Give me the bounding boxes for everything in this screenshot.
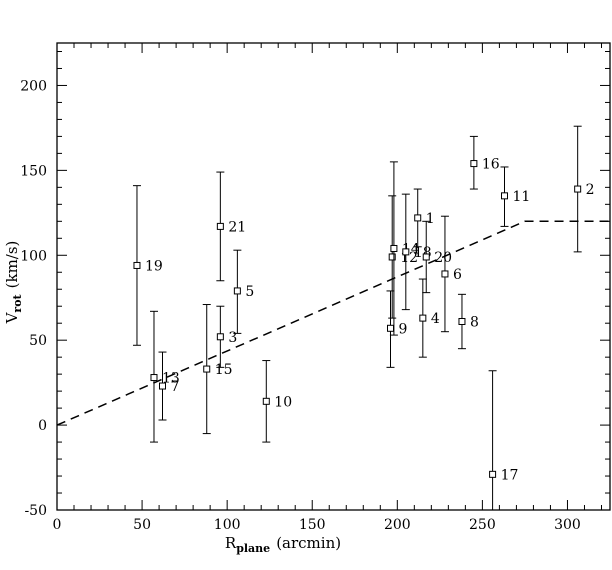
point-label: 8 bbox=[470, 315, 479, 331]
point-label: 6 bbox=[453, 267, 462, 283]
y-tick-label: 200 bbox=[20, 78, 47, 94]
point-label: 13 bbox=[162, 371, 180, 387]
data-point-9: 9 bbox=[386, 290, 408, 368]
plot-frame bbox=[56, 42, 611, 511]
x-tick-label: 150 bbox=[299, 517, 326, 533]
point-marker bbox=[203, 365, 211, 373]
point-label: 16 bbox=[482, 157, 500, 173]
y-tick-label: 100 bbox=[20, 248, 47, 264]
data-point-8: 8 bbox=[457, 293, 479, 350]
point-label: 2 bbox=[586, 182, 595, 198]
point-marker bbox=[422, 253, 430, 261]
point-marker bbox=[150, 374, 158, 382]
point-marker bbox=[262, 397, 270, 405]
point-marker bbox=[216, 333, 224, 341]
point-label: 19 bbox=[145, 258, 163, 274]
data-point-15: 15 bbox=[202, 304, 233, 435]
point-label: 9 bbox=[399, 321, 408, 337]
data-point-3: 3 bbox=[216, 305, 237, 368]
data-point-6: 6 bbox=[440, 215, 462, 333]
data-point-20: 20 bbox=[422, 220, 452, 294]
data-point-2: 2 bbox=[573, 125, 595, 253]
data-point-19: 19 bbox=[132, 185, 163, 346]
x-tick-label: 50 bbox=[133, 517, 151, 533]
x-tick-label: 200 bbox=[384, 517, 411, 533]
data-point-21: 21 bbox=[216, 171, 246, 282]
model-line bbox=[56, 220, 610, 426]
point-label: 21 bbox=[228, 219, 246, 235]
y-axis-title-main: V bbox=[3, 311, 21, 324]
point-marker bbox=[390, 244, 398, 252]
data-point-17: 17 bbox=[488, 370, 519, 510]
point-marker bbox=[419, 314, 427, 322]
y-tick-label: -50 bbox=[24, 503, 47, 519]
data-point-4: 4 bbox=[418, 278, 440, 358]
point-marker bbox=[470, 160, 478, 168]
point-marker bbox=[458, 318, 466, 326]
y-tick-label: 50 bbox=[29, 333, 47, 349]
point-marker bbox=[489, 470, 497, 478]
point-label: 1 bbox=[426, 211, 435, 227]
point-label: 15 bbox=[215, 362, 233, 378]
y-axis-title: Vrot (km/s) bbox=[3, 241, 24, 325]
y-tick-label: 0 bbox=[38, 418, 47, 434]
y-axis-title-sub: rot bbox=[11, 293, 24, 312]
data-point-11: 11 bbox=[500, 166, 531, 227]
data-point-13: 13 bbox=[149, 310, 180, 443]
point-label: 17 bbox=[501, 467, 519, 483]
point-marker bbox=[133, 261, 141, 269]
point-label: 7 bbox=[170, 379, 179, 395]
x-axis-title-unit: (arcmin) bbox=[276, 534, 341, 552]
x-axis-title: Rplane (arcmin) bbox=[225, 534, 341, 555]
point-marker bbox=[216, 222, 224, 230]
x-tick-label: 100 bbox=[214, 517, 241, 533]
point-marker bbox=[414, 214, 422, 222]
point-marker bbox=[233, 287, 241, 295]
axis-ticks bbox=[56, 43, 610, 511]
point-label: 10 bbox=[274, 394, 292, 410]
point-label: 20 bbox=[434, 250, 452, 266]
point-marker bbox=[441, 270, 449, 278]
data-point-16: 16 bbox=[469, 135, 500, 190]
point-marker bbox=[388, 253, 396, 261]
data-point-1: 1 bbox=[413, 188, 435, 248]
x-axis-title-sub: plane bbox=[236, 542, 270, 555]
y-tick-label: 150 bbox=[20, 163, 47, 179]
point-marker bbox=[402, 248, 410, 256]
point-label: 5 bbox=[245, 284, 254, 300]
y-axis-title-unit: (km/s) bbox=[3, 241, 21, 289]
x-tick-label: 300 bbox=[554, 517, 581, 533]
point-label: 11 bbox=[513, 189, 531, 205]
point-marker bbox=[574, 185, 582, 193]
tick-labels: 0 50 100 150 200 250 300 -50 0 50 100 150 200 bbox=[20, 78, 581, 533]
point-marker bbox=[158, 382, 166, 390]
point-label: 3 bbox=[228, 330, 237, 346]
data-point-7: 7 bbox=[158, 351, 179, 421]
x-axis-title-main: R bbox=[225, 534, 237, 552]
point-label: 4 bbox=[431, 311, 440, 327]
point-marker bbox=[387, 324, 395, 332]
data-point-5: 5 bbox=[233, 249, 254, 334]
point-marker bbox=[501, 192, 509, 200]
x-tick-label: 250 bbox=[469, 517, 496, 533]
data-point-10: 10 bbox=[262, 360, 292, 443]
x-tick-label: 0 bbox=[53, 517, 62, 533]
